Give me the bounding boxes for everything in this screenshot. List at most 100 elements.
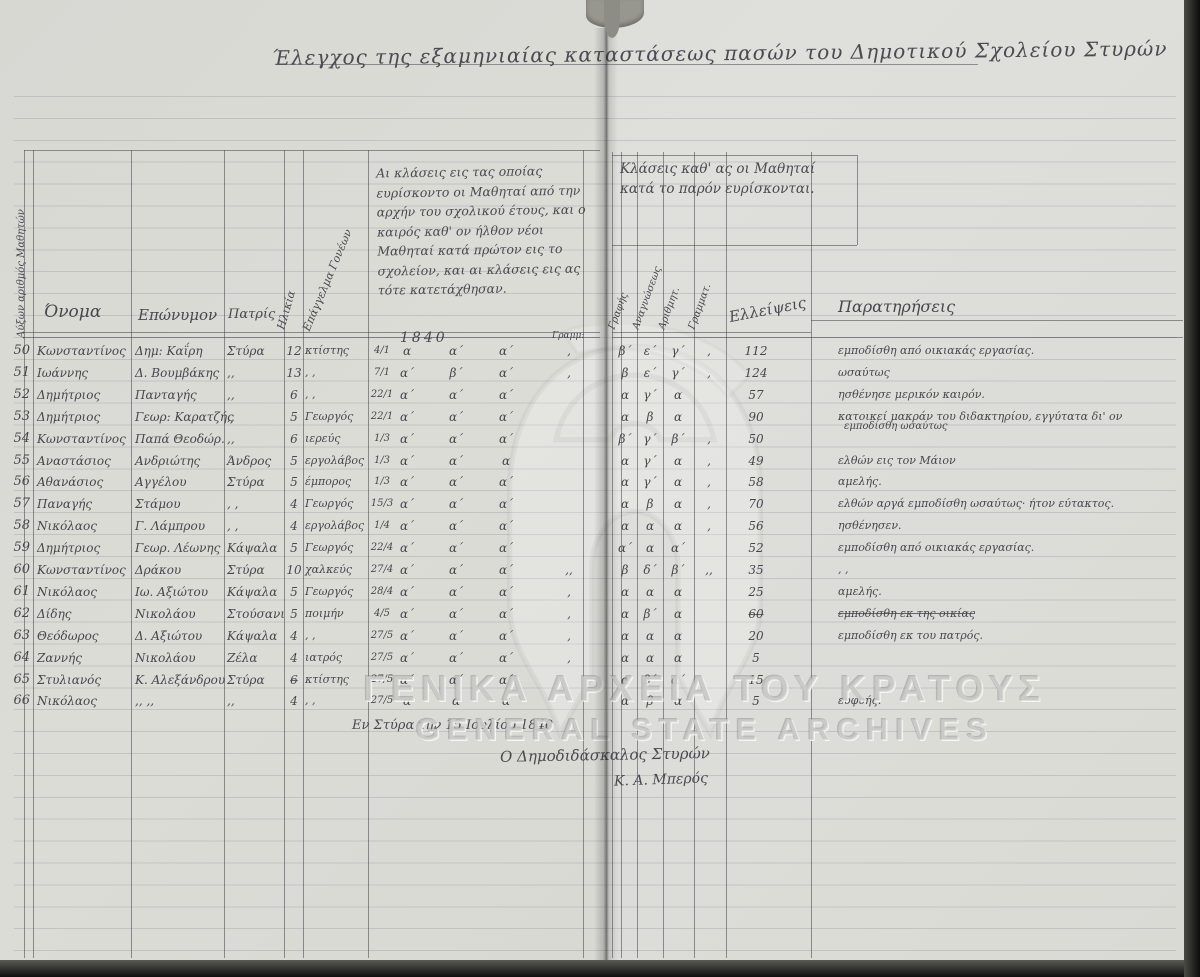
cell-remark: ωσαύτως (838, 365, 890, 379)
cell-g2: γ΄ (643, 387, 657, 402)
cell-k3: α΄ (498, 365, 514, 380)
cell-k3: α΄ (498, 584, 514, 599)
cell-surname: Νικολάου (135, 606, 196, 621)
cell-g3: α (673, 475, 683, 490)
grid-line-horizontal (24, 332, 600, 333)
cell-occ: , , (305, 694, 316, 708)
cell-occ: ποιμήν (305, 606, 344, 620)
cell-g1: α (620, 475, 630, 490)
cell-date: 1/3 (373, 476, 391, 488)
cell-date: 15/3 (370, 498, 394, 510)
table-row: 63 Θεόδωρος Δ. Αξιώτου Κάψαλα 4 , , 27/5 α΄ α΄ α΄… (0, 628, 1184, 650)
cell-occ: έμπορος (305, 475, 352, 489)
right-page-shade (610, 0, 1184, 962)
cell-g2: ε΄ (643, 365, 657, 380)
cell-num: 55 (13, 452, 30, 468)
cell-g3: α (673, 650, 683, 665)
cell-surname: Γ. Λάμπρου (135, 519, 205, 534)
grid-line-vertical (583, 150, 584, 958)
cell-g3: γ΄ (671, 365, 685, 380)
cell-comma: , (707, 365, 711, 380)
cell-g3: α (673, 497, 683, 512)
cell-date: 4/1 (373, 345, 391, 356)
scan-background-right (1184, 0, 1200, 977)
cell-g1: α (620, 387, 630, 402)
cell-g1: α (620, 519, 630, 534)
cell-k2: α΄ (448, 475, 464, 490)
cell-name: Δημήτριος (37, 409, 101, 424)
cell-abs: 5 (752, 694, 760, 709)
cell-num: 52 (13, 386, 30, 402)
cell-date: 27/5 (370, 673, 394, 685)
cell-surname: Δράκου (135, 563, 182, 577)
cell-k2: α΄ (448, 672, 464, 687)
cell-g3: β΄ (671, 431, 685, 446)
cell-surname: Γεωρ. Λέωνης (135, 541, 221, 556)
scan-background-bottom (0, 960, 1184, 977)
cell-k3: α (501, 453, 511, 468)
cell-patris: Άνδρος (227, 453, 272, 468)
cell-comma: , (707, 497, 711, 512)
grid-line-vertical (663, 152, 664, 958)
cell-g1: α (620, 584, 630, 599)
cell-g2: δ΄ (643, 563, 657, 577)
cell-occ: κτίστης (305, 672, 349, 686)
cell-abs: 70 (748, 497, 764, 512)
cell-surname: Παπά Θεοδώρ. (135, 431, 225, 446)
cell-k3: α (501, 694, 511, 709)
column-header-surname: Επώνυμον (138, 306, 218, 324)
cell-occ: ιερεύς (305, 431, 341, 445)
cell-age: 4 (290, 628, 298, 643)
cell-k3: α΄ (498, 672, 514, 687)
cell-k2: α΄ (448, 409, 464, 424)
cell-k2: α΄ (448, 387, 464, 402)
cell-patris: Κάψαλα (227, 584, 278, 599)
cell-remark: , , (838, 563, 849, 576)
cell-abs: 15 (748, 672, 764, 687)
cell-g2: γ΄ (643, 453, 657, 468)
cell-age: 6 (290, 672, 298, 687)
cell-surname: Γεωρ: Καρατζής (135, 409, 234, 424)
cell-surname: Ανδριώτης (135, 453, 201, 468)
cell-surname: Δ. Αξιώτου (135, 628, 203, 643)
cell-k1: α΄ (399, 541, 415, 556)
cell-comma: , (707, 519, 711, 534)
cell-k1: α΄ (399, 409, 415, 424)
cell-k1: α΄ (399, 650, 415, 665)
cell-k2: α΄ (448, 453, 464, 468)
cell-patris: Κάψαλα (227, 541, 278, 556)
cell-g2: α (645, 541, 655, 556)
cell-surname: Ιω. Αξιώτου (135, 584, 209, 599)
cell-comma: , (707, 431, 711, 446)
year-label: 1840 (400, 330, 448, 346)
cell-k1: α΄ (399, 387, 415, 402)
grid-line-horizontal (811, 320, 1183, 321)
cell-k3: α΄ (498, 431, 514, 446)
cell-occ: , , (305, 387, 316, 401)
cell-remark: ησθένησεν. (838, 519, 902, 533)
paper-tear-small (604, 0, 620, 38)
cell-g2: α (645, 650, 655, 665)
table-row: 65 Στυλιανός Κ. Αλεξάνδρου Στύρα 6 κτίστης 27/… (0, 672, 1184, 694)
cell-g3: α (673, 387, 683, 402)
table-row: 60 Κωνσταντίνος Δράκου Στύρα 10 χαλκεύς 27/4 α΄… (0, 563, 1184, 584)
middle-header-note: Αι κλάσεις εις τας οποίας ευρίσκοντο οι … (376, 163, 586, 298)
cell-patris: Στύρα (227, 344, 265, 358)
cell-g1: β΄ (618, 344, 632, 358)
watermark-greek: ΓΕΝΙΚΑ ΑΡΧΕΙΑ ΤΟΥ ΚΡΑΤΟΥΣ (363, 668, 1047, 709)
cell-surname: Δημ: Καΐρη (135, 344, 203, 358)
cell-patris: Στύρα (227, 672, 265, 687)
table-row: 64 Ζαννής Νικολάου Ζέλα 4 ιατρός 27/5 α΄ α΄ α΄, α α… (0, 650, 1184, 672)
watermark-english: GENERAL STATE ARCHIVES (415, 712, 995, 747)
cell-surname: Δ. Βουμβάκης (135, 365, 220, 380)
cell-date: 27/5 (370, 695, 394, 707)
cell-surname: Στάμου (135, 497, 181, 512)
cell-g1: β (621, 563, 629, 577)
cell-num: 50 (13, 343, 30, 358)
cell-comma: , (707, 475, 711, 490)
cell-date: 1/3 (373, 432, 391, 444)
book-gutter (594, 28, 618, 962)
title-underline (278, 64, 978, 65)
cell-g2: α (645, 628, 655, 643)
cell-g2: β (646, 409, 654, 424)
